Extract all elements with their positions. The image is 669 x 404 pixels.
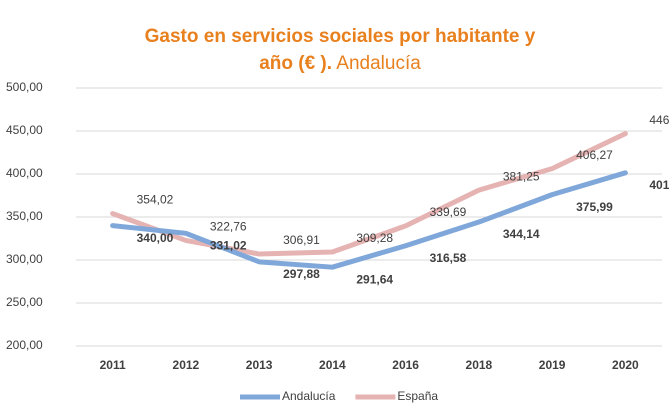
y-tick-label: 250,00 xyxy=(6,295,43,309)
data-label: 331,02 xyxy=(210,238,247,252)
data-label: 406,27 xyxy=(576,148,613,162)
data-label: 340,00 xyxy=(137,231,174,245)
data-label: 306,91 xyxy=(283,233,320,247)
data-label: 401,36 xyxy=(649,178,669,192)
chart-title: Gasto en servicios sociales por habitant… xyxy=(145,26,536,47)
data-label: 375,99 xyxy=(576,200,613,214)
y-tick-label: 500,00 xyxy=(6,80,43,94)
data-label: 297,88 xyxy=(283,267,320,281)
chart-title-rest: Andalucía xyxy=(336,53,421,74)
y-tick-label: 400,00 xyxy=(6,166,43,180)
x-tick-label: 2014 xyxy=(319,358,346,372)
legend-label: España xyxy=(397,389,438,403)
y-tick-label: 300,00 xyxy=(6,252,43,266)
data-label: 309,28 xyxy=(356,231,393,245)
legend-label: Andalucía xyxy=(282,389,336,403)
x-tick-label: 2018 xyxy=(466,358,493,372)
x-tick-label: 2016 xyxy=(392,358,419,372)
line-series xyxy=(110,131,628,257)
x-tick-label: 2012 xyxy=(173,358,200,372)
data-label: 446,93 xyxy=(649,113,669,127)
chart-title-bold: año (€ ). xyxy=(259,53,332,74)
x-tick-label: 2011 xyxy=(100,358,126,372)
data-label: 322,76 xyxy=(210,220,247,234)
data-label: 316,58 xyxy=(430,251,467,265)
y-tick-label: 450,00 xyxy=(6,123,43,137)
y-tick-label: 200,00 xyxy=(6,338,43,352)
data-label: 339,69 xyxy=(430,205,467,219)
data-label: 354,02 xyxy=(137,193,174,207)
data-label: 344,14 xyxy=(503,227,540,241)
data-label: 381,25 xyxy=(503,169,540,183)
data-label: 291,64 xyxy=(356,272,393,286)
line-series xyxy=(110,170,628,270)
y-tick-label: 350,00 xyxy=(6,209,43,223)
x-tick-label: 2020 xyxy=(612,358,639,372)
chart-title: año (€ ). Andalucía xyxy=(259,53,421,74)
x-tick-label: 2019 xyxy=(539,358,566,372)
x-tick-label: 2013 xyxy=(246,358,273,372)
